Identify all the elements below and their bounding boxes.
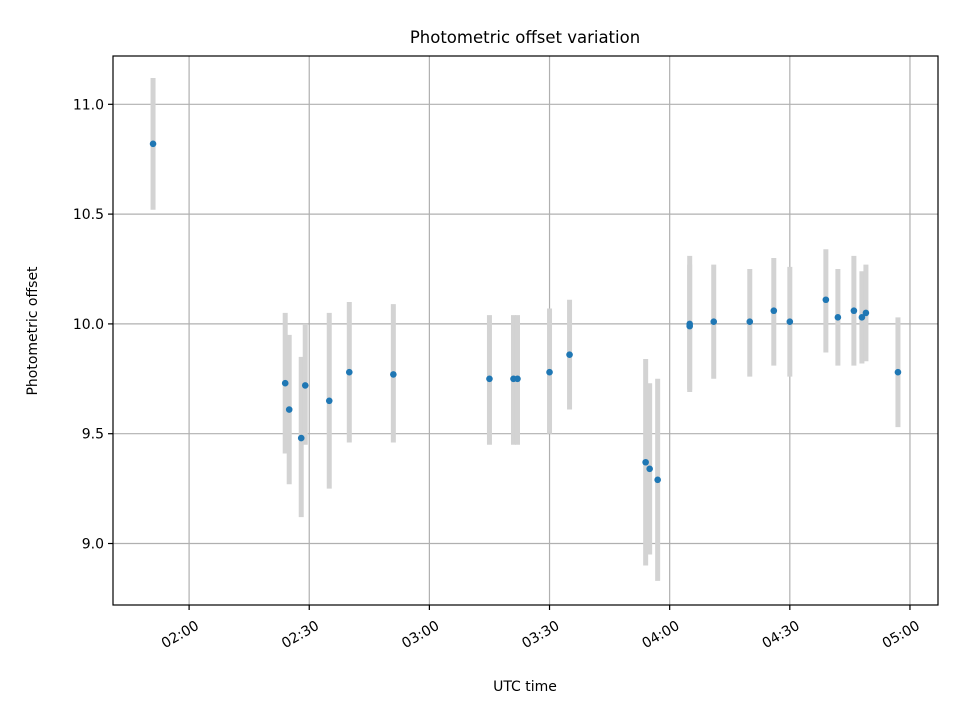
data-point bbox=[786, 318, 794, 326]
y-tick-label: 10.0 bbox=[73, 317, 104, 333]
grid-layer bbox=[113, 56, 938, 605]
chart-title: Photometric offset variation bbox=[410, 28, 640, 47]
x-tick-label: 03:00 bbox=[399, 618, 442, 652]
x-tick-label: 04:00 bbox=[640, 618, 683, 652]
data-point bbox=[654, 476, 661, 484]
data-point bbox=[325, 397, 333, 405]
data-point bbox=[285, 406, 293, 413]
x-tick-label: 02:00 bbox=[159, 618, 202, 652]
tick-layer: 02:00 02:30 03:00 03:30 04:00 04:30 05:00 9.0 9.… bbox=[73, 97, 923, 652]
data-point bbox=[345, 368, 353, 376]
data-point bbox=[894, 368, 902, 376]
y-tick-label: 9.0 bbox=[82, 537, 104, 553]
x-tick-label: 02:30 bbox=[279, 618, 322, 652]
data-point bbox=[149, 140, 157, 148]
data-point bbox=[686, 322, 693, 330]
data-point bbox=[862, 309, 870, 317]
x-tick-label: 03:30 bbox=[519, 618, 562, 652]
x-tick-label: 04:30 bbox=[760, 618, 803, 652]
data-point bbox=[297, 434, 305, 442]
y-tick-label: 10.5 bbox=[73, 207, 104, 223]
data-point bbox=[710, 318, 718, 326]
data-point bbox=[646, 465, 653, 473]
data-point bbox=[281, 379, 289, 387]
data-point bbox=[486, 375, 493, 383]
x-tick-label: 05:00 bbox=[880, 618, 923, 652]
plot-frame bbox=[112, 55, 939, 606]
data-point bbox=[834, 314, 842, 321]
data-point bbox=[390, 371, 397, 378]
y-axis-label: Photometric offset bbox=[25, 266, 41, 396]
data-point bbox=[566, 351, 573, 358]
data-point bbox=[770, 307, 778, 315]
y-tick-label: 11.0 bbox=[73, 97, 104, 113]
data-point bbox=[822, 296, 830, 304]
data-point bbox=[514, 375, 521, 383]
data-point bbox=[301, 382, 309, 389]
x-axis-label: UTC time bbox=[493, 679, 557, 695]
data-point bbox=[746, 318, 754, 326]
data-point bbox=[546, 368, 553, 376]
data-point-layer bbox=[149, 140, 902, 484]
data-point bbox=[858, 314, 866, 321]
data-point bbox=[850, 307, 858, 315]
error-bar-layer bbox=[150, 77, 901, 581]
y-tick-label: 9.5 bbox=[82, 427, 104, 443]
data-point bbox=[642, 458, 649, 466]
